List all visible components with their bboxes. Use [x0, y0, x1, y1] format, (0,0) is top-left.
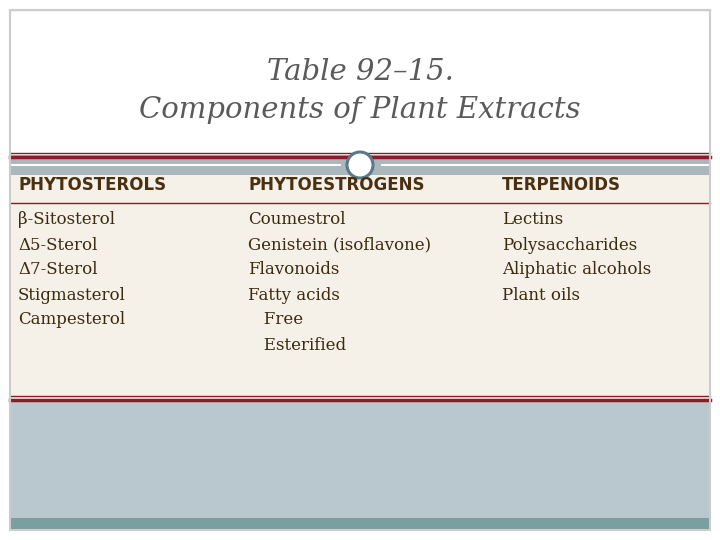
Text: Aliphatic alcohols: Aliphatic alcohols — [502, 261, 652, 279]
Bar — [10, 175, 710, 400]
Text: Lectins: Lectins — [502, 212, 563, 228]
Text: Δ5-Sterol: Δ5-Sterol — [18, 237, 97, 253]
Bar — [10, 518, 710, 530]
Text: Flavonoids: Flavonoids — [248, 261, 339, 279]
Text: Δ7-Sterol: Δ7-Sterol — [18, 261, 97, 279]
Text: Coumestrol: Coumestrol — [248, 212, 346, 228]
Text: PHYTOESTROGENS: PHYTOESTROGENS — [248, 176, 425, 194]
Text: Plant oils: Plant oils — [502, 287, 580, 303]
Text: Esterified: Esterified — [248, 336, 346, 354]
Text: TERPENOIDS: TERPENOIDS — [502, 176, 621, 194]
Bar — [10, 400, 710, 518]
Text: β-Sitosterol: β-Sitosterol — [18, 212, 115, 228]
Text: Free: Free — [248, 312, 303, 328]
Text: Genistein (isoflavone): Genistein (isoflavone) — [248, 237, 431, 253]
Text: Components of Plant Extracts: Components of Plant Extracts — [139, 96, 581, 124]
Text: Fatty acids: Fatty acids — [248, 287, 340, 303]
Text: Campesterol: Campesterol — [18, 312, 125, 328]
Text: Table 92–15.: Table 92–15. — [266, 58, 454, 86]
Text: Stigmasterol: Stigmasterol — [18, 287, 126, 303]
Text: Polysaccharides: Polysaccharides — [502, 237, 637, 253]
Text: PHYTOSTEROLS: PHYTOSTEROLS — [18, 176, 166, 194]
Circle shape — [347, 152, 373, 178]
Bar — [10, 155, 710, 175]
Bar — [10, 10, 710, 155]
